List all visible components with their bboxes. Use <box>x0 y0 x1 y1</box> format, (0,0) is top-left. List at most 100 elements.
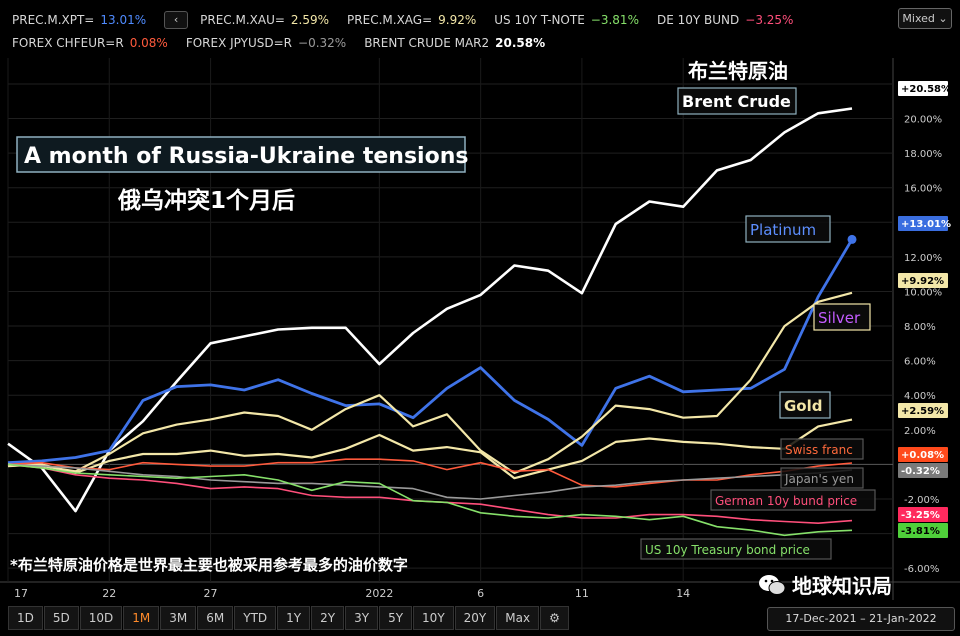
timeframe-1y[interactable]: 1Y <box>277 606 311 630</box>
timeframe-10y[interactable]: 10Y <box>413 606 454 630</box>
timeframe-1d[interactable]: 1D <box>8 606 43 630</box>
timeframe-1m[interactable]: 1M <box>123 606 160 630</box>
end-tag-text: +0.08% <box>901 450 944 461</box>
x-tick-label: 14 <box>676 587 690 600</box>
footnote: *布兰特原油价格是世界最主要也被采用参考最多的油价数字 <box>10 556 408 574</box>
series-line-0 <box>7 107 853 513</box>
series-label-text: Swiss franc <box>785 443 853 457</box>
series-label-text: Brent Crude <box>682 92 791 111</box>
end-tag-bg <box>898 507 948 522</box>
end-tag-text: +20.58% <box>901 84 951 95</box>
x-tick-label: 11 <box>575 587 589 600</box>
series-label-box <box>813 303 871 331</box>
end-tag: +9.92% <box>898 273 948 288</box>
y-tick-label: 16.00% <box>904 184 942 195</box>
series-line-4 <box>7 458 853 488</box>
end-labels: +20.58% +13.01% +9.92% +2.59% +0.08% -0.32% -3… <box>898 81 951 538</box>
timeframe-ytd[interactable]: YTD <box>234 606 277 630</box>
timeframe-2y[interactable]: 2Y <box>311 606 345 630</box>
collapse-icon[interactable]: ‹ <box>164 11 189 29</box>
end-tag: -3.25% <box>898 507 948 522</box>
end-tag-bg <box>898 273 948 288</box>
series-label-text: US 10y Treasury bond price <box>645 543 810 557</box>
date-range[interactable]: 17-Dec-2021 – 21-Jan-2022 <box>767 607 955 631</box>
y-tick-label: 10.00% <box>904 287 942 298</box>
series-label-box <box>779 391 831 419</box>
timeframe-10d[interactable]: 10D <box>79 606 123 630</box>
quote-jpyusd[interactable]: FOREX JPYUSD=R −0.32% <box>185 36 347 50</box>
end-tag-text: +9.92% <box>901 276 944 287</box>
y-tick-label: -2.00% <box>904 495 939 506</box>
quote-row-1: PREC.M.XPT= 13.01% ‹ PREC.M.XAU= 2.59% PRE… <box>12 11 811 29</box>
quote-de10y[interactable]: DE 10Y BUND −3.25% <box>656 13 794 27</box>
end-tag-bg <box>898 447 948 462</box>
y-tick-label: 18.00% <box>904 149 942 160</box>
end-tag-bg <box>898 403 948 418</box>
series-label-box <box>780 467 864 489</box>
quote-us10y[interactable]: US 10Y T-NOTE −3.81% <box>494 13 639 27</box>
series-line-2 <box>7 291 853 475</box>
x-tick-label: 22 <box>102 587 116 600</box>
end-tag-text: +2.59% <box>901 406 944 417</box>
series-label-box <box>677 87 797 115</box>
timeframe-max[interactable]: Max <box>496 606 540 630</box>
x-tick-label: 2022 <box>365 587 393 600</box>
grid <box>7 58 893 582</box>
end-tag-bg <box>898 216 948 231</box>
watermark-text: 地球知识局 <box>792 574 892 598</box>
series-label: German 10y bund price <box>710 489 876 511</box>
series-label: Platinum <box>745 215 831 243</box>
end-tag: +13.01% <box>898 216 951 231</box>
timeframe-5y[interactable]: 5Y <box>379 606 413 630</box>
series-label-box <box>780 438 864 460</box>
y-tick-label: 20.00% <box>904 115 942 126</box>
timeframe-3m[interactable]: 3M <box>160 606 197 630</box>
timeframe-6m[interactable]: 6M <box>197 606 234 630</box>
end-tag-text: -3.25% <box>901 510 940 521</box>
series-line-7 <box>7 463 853 537</box>
watermark: 地球知识局 <box>758 570 892 599</box>
x-tick-label: 6 <box>477 587 484 600</box>
end-tag-bg <box>898 523 948 538</box>
end-tag: -0.32% <box>898 463 948 478</box>
series-label-text: Platinum <box>750 221 816 239</box>
end-tag: +2.59% <box>898 403 948 418</box>
x-tick-label: 27 <box>204 587 218 600</box>
series-line-3 <box>7 418 853 480</box>
timeframe-5d[interactable]: 5D <box>43 606 79 630</box>
quote-xpt[interactable]: PREC.M.XPT= 13.01% <box>12 13 147 27</box>
brent-cn-label: 布兰特原油 <box>688 59 788 83</box>
x-axis-ticks: 17 22 27 2022 6 11 14 <box>14 587 690 600</box>
mode-select[interactable]: Mixed ⌄ <box>898 8 952 29</box>
timeframe-20y[interactable]: 20Y <box>454 606 496 630</box>
series-label: Silver <box>813 303 871 331</box>
title-box <box>16 136 466 173</box>
end-tag: -3.81% <box>898 523 948 538</box>
quote-xag[interactable]: PREC.M.XAG= 9.92% <box>347 13 477 27</box>
y-tick-label: 12.00% <box>904 253 942 264</box>
series-label-text: Silver <box>818 309 861 327</box>
y-tick-label: 6.00% <box>904 357 936 368</box>
series-label-box <box>745 215 831 243</box>
series-labels: Brent Crude Platinum Silver Gold Swiss franc… <box>640 87 876 560</box>
series-label: Brent Crude <box>677 87 797 115</box>
timeframe-3y[interactable]: 3Y <box>345 606 379 630</box>
platinum-end-marker <box>847 234 857 244</box>
series-label-box <box>640 538 832 560</box>
quote-chfeur[interactable]: FOREX CHFEUR=R 0.08% <box>12 36 168 50</box>
y-tick-label: 8.00% <box>904 322 936 333</box>
y-axis-ticks: 22.00%20.00%18.00%16.00%14.00%12.00%10.0… <box>904 80 942 575</box>
end-tag: +0.08% <box>898 447 948 462</box>
y-tick-label: -6.00% <box>904 564 939 575</box>
quote-brent[interactable]: BRENT CRUDE MAR2 20.58% <box>364 36 546 50</box>
series-lines <box>7 107 857 537</box>
gear-icon[interactable]: ⚙ <box>540 606 569 630</box>
title-en: A month of Russia-Ukraine tensions <box>24 144 468 169</box>
y-tick-label: 2.00% <box>904 426 936 437</box>
end-tag-text: -0.32% <box>901 466 940 477</box>
quote-xau[interactable]: PREC.M.XAU= 2.59% <box>200 13 330 27</box>
quote-header: PREC.M.XPT= 13.01% ‹ PREC.M.XAU= 2.59% PRE… <box>0 0 960 58</box>
series-label-text: German 10y bund price <box>715 494 857 508</box>
